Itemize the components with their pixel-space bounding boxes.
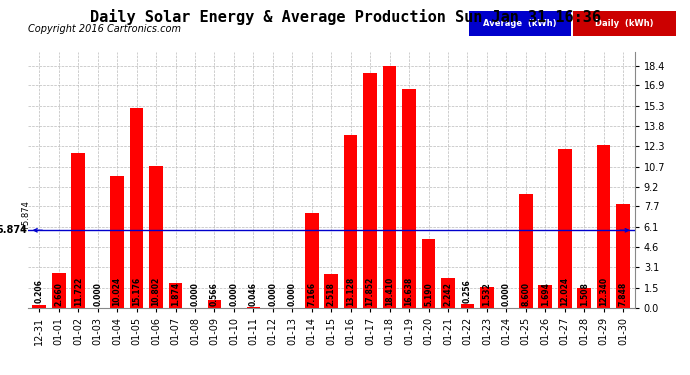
Text: Daily Solar Energy & Average Production Sun Jan 31 16:36: Daily Solar Energy & Average Production … <box>90 9 600 26</box>
Text: 10.024: 10.024 <box>112 276 121 306</box>
Bar <box>130 108 144 308</box>
Text: 8.600: 8.600 <box>522 282 531 306</box>
Text: 11.722: 11.722 <box>74 276 83 306</box>
Bar <box>324 274 338 308</box>
Text: 12.024: 12.024 <box>560 276 569 306</box>
Text: ↑5.874: ↑5.874 <box>21 200 30 230</box>
Bar <box>538 285 552 308</box>
Text: 2.518: 2.518 <box>326 282 336 306</box>
Text: 0.000: 0.000 <box>502 282 511 306</box>
Text: 2.242: 2.242 <box>444 282 453 306</box>
Text: 1.532: 1.532 <box>482 282 491 306</box>
Text: 0.000: 0.000 <box>93 282 102 306</box>
Bar <box>305 213 319 308</box>
Bar <box>383 66 396 308</box>
Text: Average  (kWh): Average (kWh) <box>483 19 557 28</box>
Text: 2.660: 2.660 <box>55 282 63 306</box>
Text: 0.000: 0.000 <box>190 282 199 306</box>
Bar <box>168 283 182 308</box>
Bar <box>480 287 494 308</box>
Bar <box>519 195 533 308</box>
Bar <box>246 307 260 308</box>
Text: 0.000: 0.000 <box>288 282 297 306</box>
Text: 16.638: 16.638 <box>404 276 413 306</box>
Bar <box>597 145 611 308</box>
Bar <box>402 89 416 308</box>
Text: 1.694: 1.694 <box>541 282 550 306</box>
Bar <box>422 239 435 308</box>
Bar <box>558 150 571 308</box>
Text: Daily  (kWh): Daily (kWh) <box>595 19 653 28</box>
Text: 12.340: 12.340 <box>599 276 608 306</box>
Text: 5.190: 5.190 <box>424 282 433 306</box>
FancyBboxPatch shape <box>469 11 571 36</box>
Text: 0.256: 0.256 <box>463 279 472 303</box>
Bar <box>344 135 357 308</box>
Text: 0.206: 0.206 <box>34 280 43 303</box>
Text: Copyright 2016 Cartronics.com: Copyright 2016 Cartronics.com <box>28 24 181 34</box>
Text: 7.166: 7.166 <box>307 282 316 306</box>
Text: 18.410: 18.410 <box>385 276 394 306</box>
Text: 0.566: 0.566 <box>210 282 219 306</box>
Bar <box>364 73 377 308</box>
Bar <box>71 153 85 308</box>
Text: 0.046: 0.046 <box>249 282 258 306</box>
Text: 1.874: 1.874 <box>171 281 180 306</box>
Text: 15.176: 15.176 <box>132 276 141 306</box>
Bar <box>208 300 221 307</box>
Text: 10.802: 10.802 <box>152 276 161 306</box>
Text: 13.128: 13.128 <box>346 276 355 306</box>
Bar <box>149 165 163 308</box>
Text: 17.852: 17.852 <box>366 276 375 306</box>
Bar <box>461 304 474 307</box>
Text: 5.874: 5.874 <box>0 225 28 235</box>
Bar <box>52 273 66 308</box>
FancyBboxPatch shape <box>573 11 676 36</box>
Bar <box>32 305 46 308</box>
Text: 0.000: 0.000 <box>229 282 238 306</box>
Text: 0.000: 0.000 <box>268 282 277 306</box>
Text: 1.508: 1.508 <box>580 282 589 306</box>
Text: 7.848: 7.848 <box>619 281 628 306</box>
Bar <box>441 278 455 308</box>
Bar <box>578 288 591 308</box>
Bar <box>110 176 124 308</box>
Bar <box>616 204 630 308</box>
